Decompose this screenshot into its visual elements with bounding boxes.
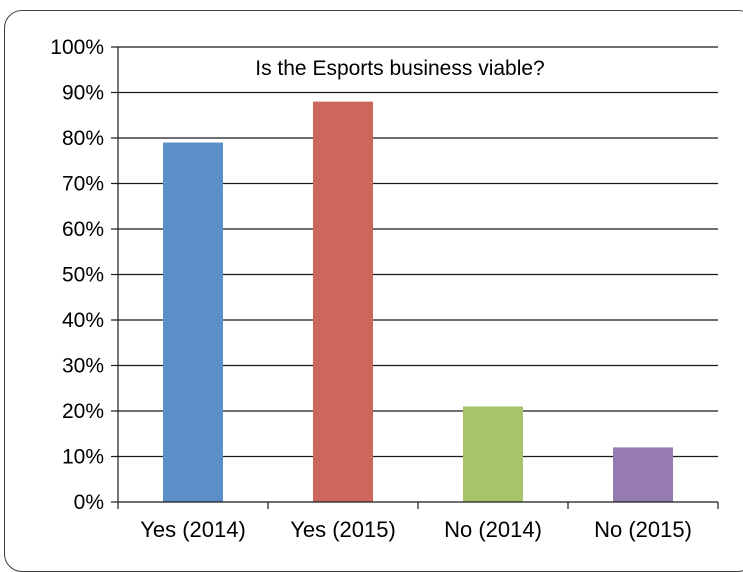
x-tick-label: No (2015) xyxy=(594,517,692,542)
y-tick-label: 80% xyxy=(62,127,104,150)
bar-no-2014 xyxy=(463,406,523,502)
bars xyxy=(163,101,673,503)
y-tick-label: 10% xyxy=(62,446,104,469)
bar-yes-2015 xyxy=(313,101,373,502)
y-tick-label: 20% xyxy=(62,400,104,423)
x-tick-label: Yes (2014) xyxy=(140,517,246,542)
y-tick-label: 30% xyxy=(62,355,104,378)
y-tick-label: 0% xyxy=(74,491,104,514)
x-tick-label: Yes (2015) xyxy=(290,517,396,542)
x-tick-labels: Yes (2014) Yes (2015) No (2014) No (2015) xyxy=(140,517,692,542)
y-tick-label: 90% xyxy=(62,82,104,105)
chart-title: Is the Esports business viable? xyxy=(255,57,545,80)
bar-no-2015 xyxy=(613,447,673,502)
y-tick-label: 60% xyxy=(62,218,104,241)
y-tick-label: 50% xyxy=(62,264,104,287)
y-tick-label: 100% xyxy=(50,36,104,59)
bar-yes-2014 xyxy=(163,142,223,503)
axes xyxy=(111,46,719,509)
y-tick-label: 70% xyxy=(62,173,104,196)
x-tick-label: No (2014) xyxy=(444,517,542,542)
y-tick-labels: 0% 10% 20% 30% 40% 50% 60% 70% 80% 90% 100% xyxy=(50,36,104,514)
y-tick-label: 40% xyxy=(62,309,104,332)
